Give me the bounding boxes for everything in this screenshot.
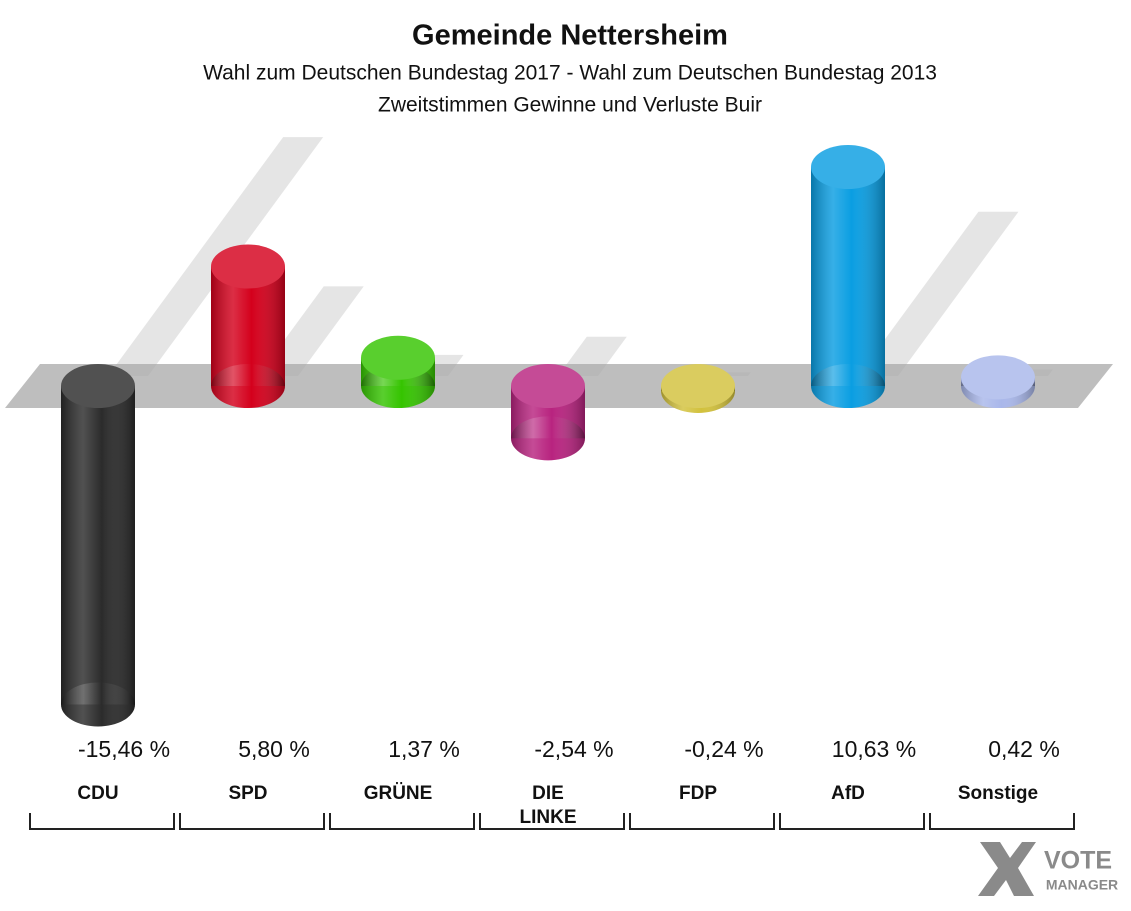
chart-subtitle: Wahl zum Deutschen Bundestag 2017 - Wahl… — [203, 62, 937, 85]
x-tick-label: Sonstige — [958, 783, 1038, 804]
bar — [961, 355, 1035, 408]
bar-body-shade — [61, 386, 135, 705]
x-tick-label: AfD — [831, 783, 865, 804]
bar-top — [511, 364, 585, 408]
logo-mark — [978, 842, 1036, 896]
bar-top — [961, 355, 1035, 400]
value-label: 5,80 % — [238, 736, 310, 762]
logo-text: MANAGER — [1046, 877, 1118, 893]
bar-top — [661, 364, 735, 408]
category-bracket — [479, 813, 625, 830]
bar-top — [61, 364, 135, 408]
bar — [211, 244, 285, 408]
bar — [661, 364, 735, 413]
category-bracket — [929, 813, 1075, 830]
bar — [61, 364, 135, 727]
value-label: -0,24 % — [684, 736, 763, 762]
value-label: 0,42 % — [988, 736, 1060, 762]
bar-top — [361, 335, 435, 380]
bar — [811, 145, 885, 408]
x-tick-label: DIE LINKE — [520, 783, 577, 828]
category-bracket — [329, 813, 475, 830]
bar-body-shade — [811, 167, 885, 386]
value-label: 10,63 % — [832, 736, 916, 762]
category-bracket — [629, 813, 775, 830]
x-tick-label: SPD — [228, 783, 267, 804]
logo: VOTE MANAGER — [978, 842, 1118, 896]
chart-title: Gemeinde Nettersheim — [412, 20, 728, 52]
bar-shadow — [858, 211, 1019, 376]
bar — [511, 364, 585, 461]
category-bracket — [29, 813, 175, 830]
x-tick-label: FDP — [679, 783, 717, 804]
category-bracket — [779, 813, 925, 830]
bar — [361, 335, 435, 408]
value-label: -15,46 % — [78, 736, 170, 762]
category-bracket — [179, 813, 325, 830]
value-label: 1,37 % — [388, 736, 460, 762]
chart-subtitle: Zweitstimmen Gewinne und Verluste Buir — [378, 94, 762, 117]
x-tick-label: GRÜNE — [364, 783, 433, 804]
bar-top — [811, 145, 885, 190]
bar-top — [211, 244, 285, 289]
logo-text: VOTE — [1044, 847, 1112, 875]
value-label: -2,54 % — [534, 736, 613, 762]
x-tick-label: CDU — [77, 783, 118, 804]
